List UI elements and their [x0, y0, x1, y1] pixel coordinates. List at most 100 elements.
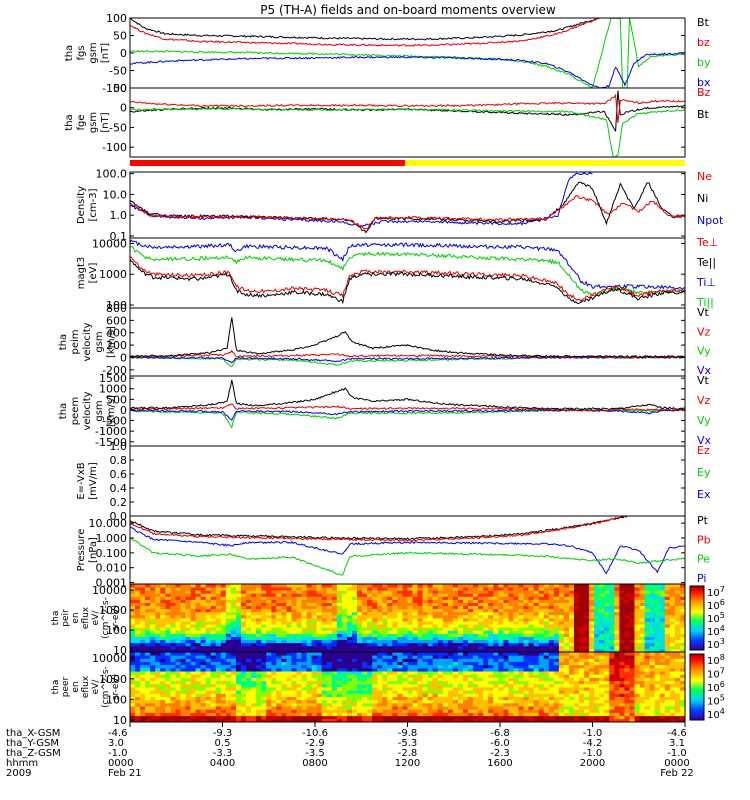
spectrogram-cell — [215, 584, 222, 588]
spectrogram-cell — [458, 699, 464, 704]
spectrogram-cell — [170, 696, 176, 701]
spectrogram-cell — [579, 683, 585, 688]
spectrogram-cell — [644, 696, 650, 701]
spectrogram-cell — [478, 655, 484, 659]
spectrogram-cell — [266, 718, 272, 723]
spectrogram-cell — [306, 618, 312, 622]
spectrogram-cell — [599, 667, 605, 672]
spectrogram-cell — [654, 608, 661, 613]
spectrogram-cell — [417, 693, 423, 697]
spectrogram-cell — [241, 693, 247, 697]
spectrogram-cell — [352, 661, 358, 666]
spectrogram-cell — [498, 674, 504, 678]
spectrogram-cell — [185, 633, 191, 637]
spectrogram-cell — [543, 718, 550, 723]
spectrogram-cell — [442, 614, 449, 619]
spectrogram-cell — [160, 680, 166, 685]
spectrogram-cell — [160, 633, 166, 637]
spectrogram-cell — [569, 680, 575, 685]
spectrogram-cell — [387, 630, 393, 634]
spectrogram-cell — [296, 602, 302, 606]
spectrogram-cell — [538, 690, 545, 694]
spectrogram-cell — [347, 706, 353, 710]
spectrogram-cell — [432, 702, 439, 707]
spectrogram-cell — [246, 671, 252, 675]
spectrogram-cell — [624, 718, 630, 723]
spectrogram-cell — [569, 664, 575, 669]
spectrogram-cell — [220, 706, 227, 710]
spectrogram-cell — [528, 648, 534, 653]
spectrogram-cell — [241, 715, 247, 720]
spectrogram-cell — [422, 599, 428, 603]
spectrogram-cell — [538, 709, 545, 713]
spectrogram-cell — [624, 712, 630, 717]
spectrogram-cell — [200, 642, 206, 647]
spectrogram-cell — [135, 636, 141, 640]
spectrogram-cell — [225, 596, 232, 600]
spectrogram-cell — [286, 590, 292, 594]
legend-entry: Ti⊥ — [696, 276, 716, 289]
y-tick-label: -200 — [102, 364, 127, 377]
spectrogram-cell — [558, 593, 565, 597]
spectrogram-cell — [584, 683, 590, 688]
spectrogram-cell — [483, 596, 489, 600]
spectrogram-cell — [422, 590, 428, 594]
spectrogram-cell — [503, 639, 509, 644]
spectrogram-cell — [316, 621, 323, 625]
spectrogram-cell — [220, 593, 227, 597]
spectrogram-cell — [326, 661, 333, 666]
spectrogram-cell — [220, 636, 227, 640]
spectrogram-cell — [548, 690, 555, 694]
spectrogram-cell — [563, 699, 570, 704]
spectrogram-cell — [584, 605, 590, 610]
spectrogram-cell — [281, 690, 287, 694]
spectrogram-cell — [513, 712, 519, 717]
spectrogram-cell — [341, 633, 348, 637]
spectrogram-cell — [402, 639, 408, 644]
spectrogram-cell — [553, 636, 560, 640]
spectrogram-cell — [498, 664, 504, 669]
spectrogram-cell — [261, 652, 267, 656]
spectrogram-cell — [301, 596, 307, 600]
y-axis-label: tha — [64, 114, 75, 130]
spectrogram-cell — [447, 621, 454, 625]
spectrogram-cell — [619, 715, 625, 720]
spectrogram-cell — [523, 596, 529, 600]
spectrogram-cell — [452, 706, 459, 710]
spectrogram-cell — [553, 690, 560, 694]
spectrogram-cell — [246, 677, 252, 682]
spectrogram-cell — [210, 718, 217, 723]
spectrogram-cell — [362, 611, 368, 616]
spectrogram-cell — [579, 690, 585, 694]
spectrogram-cell — [205, 633, 212, 637]
spectrogram-cell — [326, 633, 333, 637]
spectrogram-cell — [604, 624, 610, 628]
spectrogram-cell — [135, 655, 141, 659]
spectrogram-cell — [493, 602, 499, 606]
spectrogram-cell — [488, 674, 494, 678]
spectrogram-cell — [680, 633, 686, 637]
spectrogram-cell — [533, 706, 539, 710]
spectrogram-cell — [558, 648, 565, 653]
spectrogram-cell — [160, 642, 166, 647]
spectrogram-cell — [256, 590, 262, 594]
spectrogram-cell — [256, 648, 262, 653]
spectrogram-cell — [669, 590, 676, 594]
spectrogram-cell — [422, 677, 428, 682]
spectrogram-cell — [634, 687, 640, 691]
spectrogram-cell — [377, 645, 383, 650]
spectrogram-cell — [130, 624, 136, 628]
spectrogram-cell — [468, 655, 474, 659]
spectrogram-cell — [185, 693, 191, 697]
spectrogram-cell — [276, 621, 282, 625]
spectrogram-cell — [619, 690, 625, 694]
spectrogram-cell — [584, 627, 590, 631]
spectrogram-cell — [306, 642, 312, 647]
spectrogram-cell — [362, 605, 368, 610]
spectrogram-cell — [150, 605, 156, 610]
spectrogram-cell — [447, 655, 454, 659]
spectrogram-cell — [357, 593, 363, 597]
spectrogram-cell — [155, 702, 161, 707]
y-tick-label: 400 — [106, 327, 127, 340]
spectrogram-cell — [160, 627, 166, 631]
